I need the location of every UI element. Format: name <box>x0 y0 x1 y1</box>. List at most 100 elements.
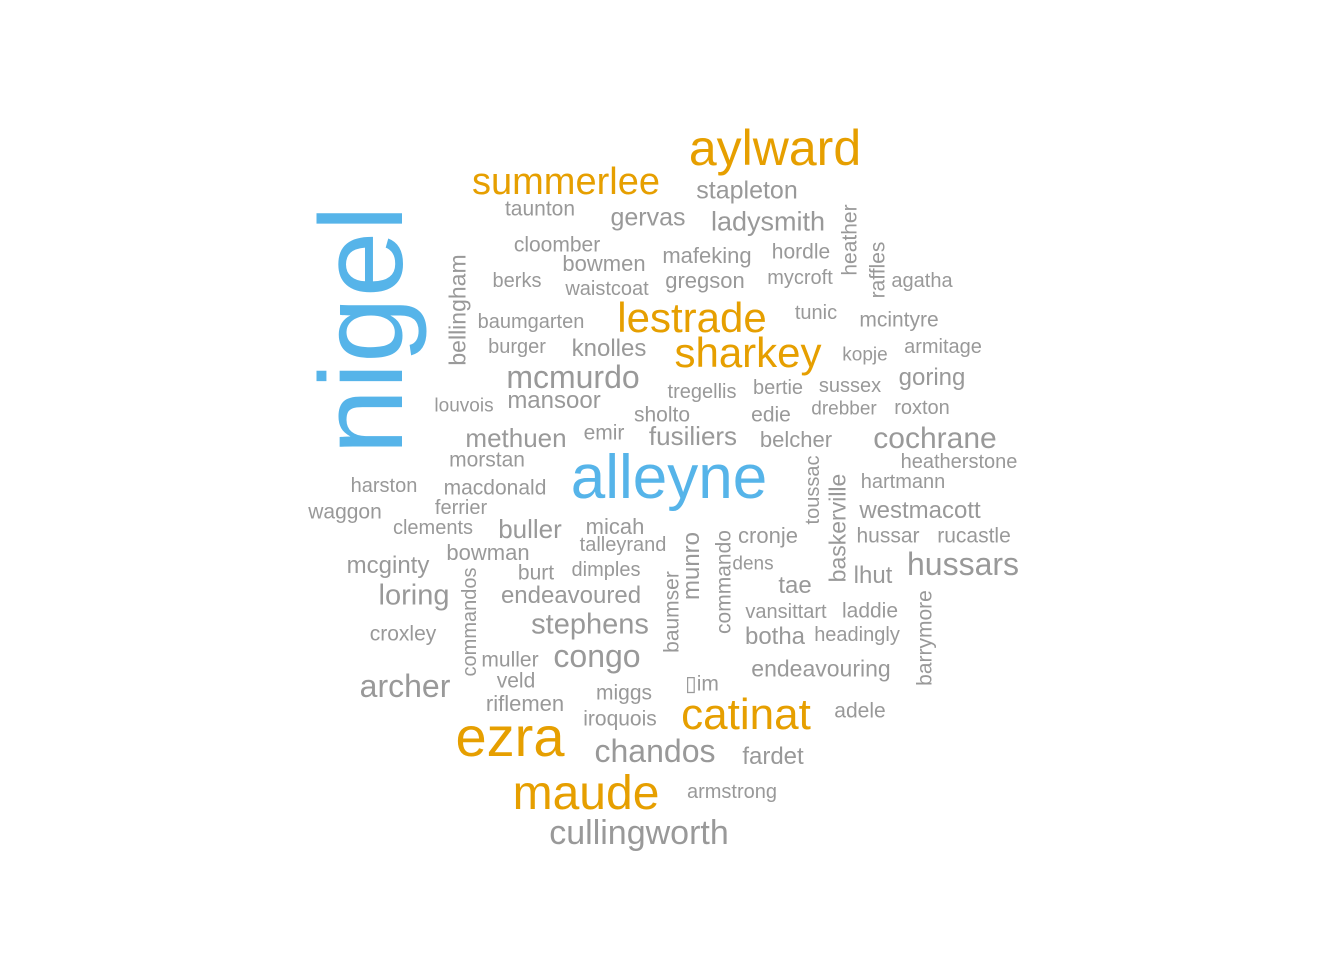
cloud-word: mcginty <box>346 552 430 579</box>
cloud-word: macdonald <box>443 476 547 500</box>
cloud-word: agatha <box>891 270 953 292</box>
cloud-word: croxley <box>369 622 437 646</box>
cloud-word: sussex <box>818 375 882 397</box>
cloud-word: taunton <box>504 197 576 221</box>
cloud-word: adele <box>834 699 886 723</box>
cloud-word: loring <box>378 579 450 612</box>
cloud-word: armitage <box>904 336 982 358</box>
cloud-word: tunic <box>794 302 838 324</box>
cloud-word: ladysmith <box>710 206 826 237</box>
cloud-word: archer <box>359 668 451 704</box>
cloud-word: methuen <box>465 423 567 453</box>
cloud-word: sharkey <box>674 329 822 376</box>
cloud-word: goring <box>898 364 966 391</box>
cloud-word: muller <box>481 648 539 672</box>
cloud-word: burt <box>517 561 555 585</box>
cloud-word: bellingham <box>444 254 471 366</box>
cloud-word: barrymore <box>913 590 937 686</box>
cloud-word: harston <box>350 475 418 497</box>
cloud-word: waistcoat <box>565 278 649 300</box>
cloud-word: ezra <box>455 705 565 768</box>
cloud-word: iroquois <box>583 707 657 731</box>
cloud-word: gervas <box>610 203 686 232</box>
cloud-word: baskerville <box>824 473 851 583</box>
cloud-word: gregson <box>665 268 745 293</box>
cloud-word: knolles <box>571 335 647 362</box>
cloud-word: mansoor <box>507 387 601 414</box>
cloud-word: ferrier <box>434 497 488 519</box>
cloud-word: laddie <box>841 599 899 623</box>
cloud-word: dimples <box>571 559 641 581</box>
cloud-word: buller <box>498 514 562 544</box>
cloud-word: bertie <box>752 377 804 399</box>
cloud-word: edie <box>751 403 791 427</box>
cloud-word: munro <box>678 531 705 601</box>
cloud-word: baumgarten <box>477 311 585 333</box>
cloud-word: tae <box>778 572 812 599</box>
cloud-word: nigel <box>296 205 428 455</box>
cloud-word: kopje <box>842 344 888 366</box>
cloud-word: cochrane <box>873 422 997 455</box>
cloud-word: cullingworth <box>549 814 729 852</box>
cloud-word: stapleton <box>696 176 798 205</box>
cloud-word: fusiliers <box>648 421 738 451</box>
cloud-word: emir <box>583 421 625 445</box>
cloud-word: mafeking <box>662 243 752 268</box>
cloud-word: dens <box>732 553 774 575</box>
cloud-word: bowman <box>446 540 530 565</box>
cloud-word: cronje <box>738 523 798 548</box>
cloud-word: congo <box>553 638 641 674</box>
cloud-word: micah <box>585 514 645 539</box>
cloud-word: commandos <box>459 567 481 677</box>
cloud-word: chandos <box>594 733 716 769</box>
cloud-word: headingly <box>814 624 900 646</box>
cloud-word: louvois <box>434 395 494 417</box>
cloud-word: aylward <box>688 120 862 176</box>
cloud-word: bowmen <box>562 251 646 276</box>
cloud-word: westmacott <box>859 497 981 524</box>
cloud-word: miggs <box>595 681 653 705</box>
cloud-word: maude <box>512 767 660 820</box>
cloud-word: tregellis <box>667 381 737 403</box>
cloud-word: rucastle <box>937 524 1011 548</box>
cloud-word: ▯im <box>685 672 719 696</box>
cloud-word: vansittart <box>745 601 827 623</box>
cloud-word: drebber <box>811 398 877 420</box>
cloud-word: botha <box>744 623 806 650</box>
cloud-word: heatherstone <box>900 451 1018 473</box>
cloud-word: lhut <box>853 562 893 589</box>
cloud-word: alleyne <box>570 443 768 512</box>
cloud-word: burger <box>488 336 546 358</box>
cloud-word: armstrong <box>686 781 778 803</box>
cloud-word: waggon <box>308 500 382 524</box>
cloud-word: mycroft <box>767 267 833 289</box>
cloud-word: toussac <box>802 455 824 525</box>
cloud-word: mcmurdo <box>506 359 640 395</box>
cloud-word: riflemen <box>485 691 565 716</box>
cloud-word: hussar <box>856 524 920 548</box>
cloud-word: morstan <box>449 448 525 472</box>
cloud-word: baumser <box>660 571 684 653</box>
cloud-word: hartmann <box>860 471 946 493</box>
cloud-word: belcher <box>759 427 833 452</box>
cloud-word: endeavouring <box>751 655 891 682</box>
cloud-word: summerlee <box>472 161 660 203</box>
cloud-word: commando <box>712 530 736 634</box>
cloud-word: heather <box>838 204 862 276</box>
cloud-word: mcintyre <box>859 308 939 332</box>
cloud-word: hussars <box>906 546 1020 582</box>
cloud-word: hordle <box>771 240 831 264</box>
cloud-word: berks <box>492 270 542 292</box>
cloud-word: endeavoured <box>500 582 642 609</box>
cloud-word: veld <box>496 669 536 693</box>
cloud-word: sholto <box>633 403 691 427</box>
cloud-word: catinat <box>681 690 811 739</box>
cloud-word: clements <box>392 517 474 539</box>
cloud-word: fardet <box>742 743 804 770</box>
cloud-word: lestrade <box>617 294 767 341</box>
cloud-word: roxton <box>894 397 950 419</box>
cloud-word: stephens <box>531 608 649 641</box>
cloud-word: raffles <box>866 241 890 299</box>
cloud-word: talleyrand <box>579 534 667 556</box>
